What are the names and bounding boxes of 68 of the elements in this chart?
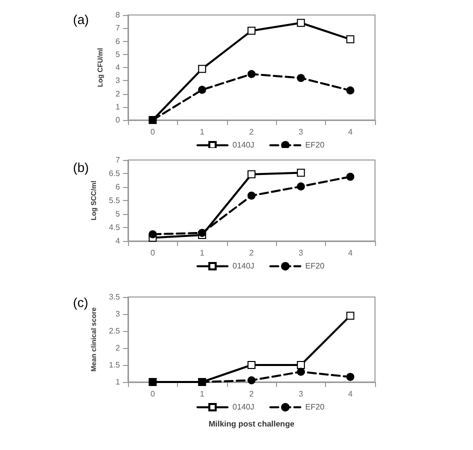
y-tick-label: 6.5: [108, 169, 121, 178]
legend-label: 0140J: [232, 140, 254, 150]
y-tick-label: 1: [116, 102, 121, 112]
y-tick-label: 8: [116, 10, 121, 20]
legend-label: EF20: [305, 262, 325, 271]
point: [198, 228, 206, 237]
y-tick-label: 2: [116, 344, 121, 352]
point: [248, 170, 256, 178]
x-tick-label: 4: [348, 390, 354, 398]
x-tick-label: 1: [200, 248, 205, 258]
y-tick-label: 5.5: [108, 196, 121, 205]
y-tick-label: 4.5: [108, 223, 121, 232]
point: [148, 230, 157, 238]
point: [248, 192, 256, 200]
y-tick-label: 1.5: [108, 360, 121, 370]
y-tick-label: 2.5: [108, 326, 121, 336]
x-tick-label: 2: [249, 248, 254, 258]
point: [248, 70, 256, 78]
point: [346, 172, 354, 181]
y-tick-label: 5: [116, 210, 121, 218]
y-tick-label: 3: [116, 310, 121, 318]
point: [248, 26, 256, 35]
x-tick-label: 0: [150, 128, 156, 136]
x-tick-label: 3: [298, 128, 304, 136]
y-tick-label: 3.5: [108, 292, 121, 302]
y-tick-label: 4: [116, 63, 121, 72]
x-tick-label: 3: [298, 248, 304, 258]
chart-title: (a): [73, 12, 89, 27]
chart-title: (c): [73, 295, 88, 310]
x-tick-label: 4: [348, 128, 354, 136]
y-tick-label: 1: [116, 378, 121, 386]
y-tick-label: 7: [116, 24, 121, 33]
y-tick-label: 3: [116, 76, 121, 86]
point: [248, 376, 256, 384]
point: [198, 86, 206, 94]
legend-label: 0140J: [232, 402, 254, 412]
x-tick-label: 1: [200, 390, 205, 398]
point: [198, 64, 206, 73]
x-tick-label: 2: [249, 128, 254, 136]
chart-title: (b): [73, 160, 89, 175]
point: [346, 35, 354, 44]
x-tick-label: 2: [249, 390, 254, 398]
x-tick-label: 4: [348, 248, 354, 258]
point: [346, 312, 354, 320]
y-tick-label: 2: [116, 89, 121, 98]
x-axis-title: Milking post challenge: [208, 420, 295, 428]
point: [296, 368, 305, 376]
point: [296, 18, 305, 27]
point: [296, 168, 305, 177]
x-tick-label: 0: [150, 390, 156, 398]
legend-label: EF20: [305, 402, 325, 412]
x-tick-label: 3: [298, 390, 304, 398]
legend-label: EF20: [305, 140, 325, 150]
point: [248, 361, 256, 369]
y-tick-label: 4: [116, 236, 121, 246]
point: [346, 86, 354, 94]
x-tick-label: 0: [150, 248, 156, 258]
point: [296, 361, 305, 369]
y-tick-label: 6: [116, 36, 121, 46]
legend-label: 0140J: [232, 262, 254, 271]
y-tick-label: 5: [116, 50, 121, 59]
point: [346, 372, 354, 381]
y-tick-label: 6: [116, 182, 121, 192]
point: [296, 74, 305, 82]
y-tick-label: 0: [116, 116, 121, 124]
x-tick-label: 1: [200, 128, 205, 136]
point: [296, 182, 305, 190]
y-tick-label: 7: [116, 156, 121, 164]
